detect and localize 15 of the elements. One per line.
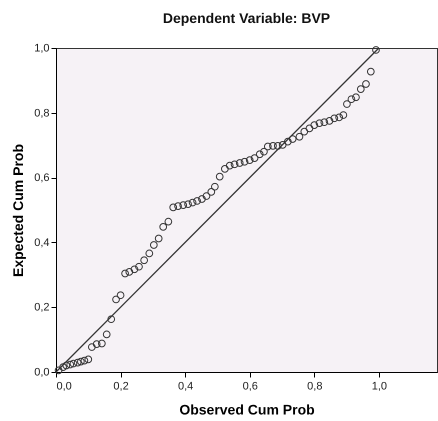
- x-tick-label: 0,6: [242, 380, 258, 392]
- x-axis-title: Observed Cum Prob: [179, 402, 315, 418]
- y-tick-label: 0,2: [34, 302, 50, 314]
- y-tick-label: 0,6: [34, 172, 50, 184]
- x-tick-label: 1,0: [372, 380, 388, 392]
- y-tick-label: 0,4: [34, 236, 50, 249]
- x-tick-label: 0,0: [56, 380, 72, 392]
- y-axis-title: Expected Cum Prob: [10, 144, 26, 278]
- y-tick-label: 0,0: [34, 366, 50, 378]
- x-tick-label: 0,4: [178, 380, 194, 392]
- y-tick-label: 0,8: [34, 107, 50, 120]
- y-tick-label: 1,0: [34, 42, 50, 54]
- chart-title: Dependent Variable: BVP: [162, 10, 330, 26]
- x-tick-label: 0,8: [307, 380, 322, 392]
- x-tick-label: 0,2: [113, 380, 129, 392]
